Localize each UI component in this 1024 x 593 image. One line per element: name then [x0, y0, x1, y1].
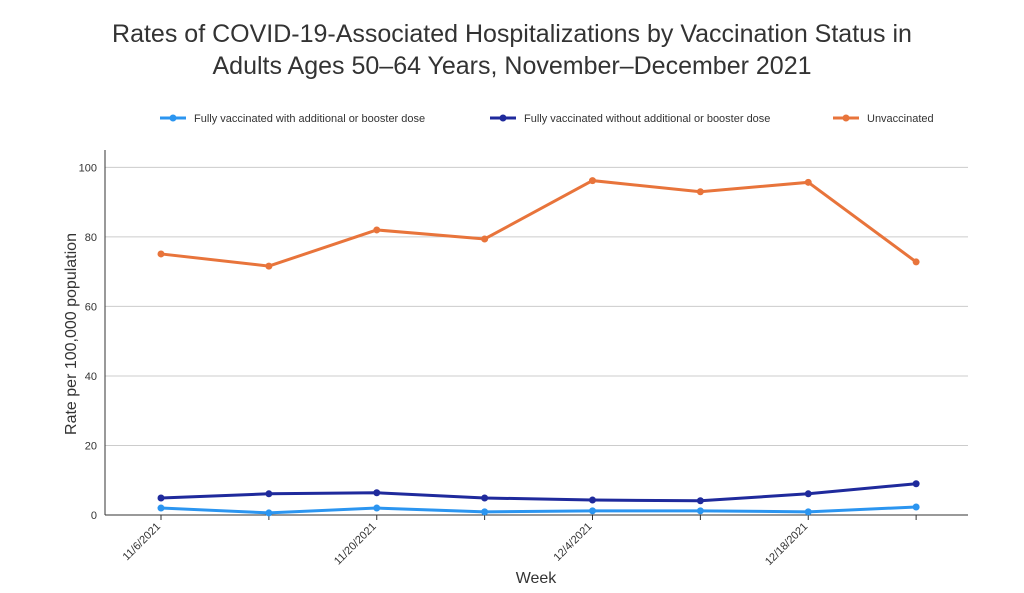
legend-marker	[169, 114, 177, 122]
y-tick-label: 60	[85, 301, 97, 313]
data-point	[912, 258, 920, 266]
data-point	[373, 226, 381, 234]
y-tick-label: 0	[91, 510, 97, 522]
series-line	[160, 482, 917, 503]
legend-label: Fully vaccinated without additional or b…	[524, 113, 770, 125]
series-line	[160, 505, 917, 515]
data-point	[589, 496, 596, 504]
data-point	[373, 504, 381, 512]
data-point	[157, 494, 165, 502]
y-tick-label: 40	[85, 371, 97, 383]
y-tick-label: 20	[85, 440, 97, 452]
data-point	[157, 250, 165, 258]
x-tick-label: 12/4/2021	[552, 521, 595, 564]
data-point	[589, 507, 596, 515]
data-point	[481, 235, 489, 243]
data-point	[696, 188, 704, 196]
data-point	[912, 480, 920, 488]
data-point	[481, 494, 489, 502]
legend-label: Unvaccinated	[867, 113, 934, 125]
y-tick-label: 100	[79, 162, 97, 174]
data-point	[589, 177, 596, 185]
chart-title: Rates of COVID-19-Associated Hospitaliza…	[112, 20, 912, 80]
data-point	[696, 507, 704, 515]
legend-marker	[842, 114, 850, 122]
data-point	[265, 490, 273, 498]
data-point	[157, 504, 165, 512]
data-point	[265, 509, 273, 517]
x-tick-label: 12/18/2021	[763, 521, 810, 568]
series-line	[160, 179, 918, 268]
legend-marker	[499, 114, 507, 122]
data-point	[696, 497, 704, 505]
x-tick-label: 11/6/2021	[121, 521, 164, 564]
data-point	[912, 503, 920, 511]
x-axis-title: Week	[516, 570, 558, 587]
data-point	[804, 490, 812, 498]
y-axis-title: Rate per 100,000 population	[63, 233, 80, 435]
data-point	[481, 508, 489, 516]
x-tick-label: 11/20/2021	[332, 521, 379, 568]
data-point	[265, 262, 273, 270]
legend-label: Fully vaccinated with additional or boos…	[194, 113, 425, 125]
data-point	[373, 489, 381, 497]
y-tick-label: 80	[85, 232, 97, 244]
data-point	[804, 508, 812, 516]
data-point	[804, 178, 812, 186]
